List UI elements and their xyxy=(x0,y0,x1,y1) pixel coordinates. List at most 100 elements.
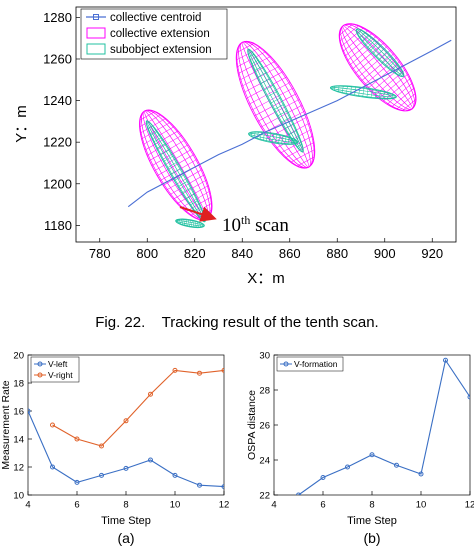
subobject-ellipse-latitude xyxy=(284,136,287,145)
y-tick-label: 16 xyxy=(13,406,24,417)
collective-ellipse-longitude xyxy=(236,41,315,169)
subobject-ellipse-latitude xyxy=(181,187,192,194)
tracking-plot-xlabel: X：m xyxy=(247,270,285,287)
collective-ellipse-latitude xyxy=(144,130,179,151)
x-tick-label: 8 xyxy=(369,500,374,511)
subobject-ellipse-latitude xyxy=(364,37,373,45)
legend-v-formation-label: V-formation xyxy=(294,359,338,369)
subobject-ellipse-latitude xyxy=(296,144,303,148)
subobject-ellipse-latitude xyxy=(280,117,291,123)
x-tick-label: 4 xyxy=(271,500,276,511)
subobject-ellipse-latitude xyxy=(387,92,389,99)
collective-ellipse-longitude xyxy=(339,23,416,111)
y-tick-label: 28 xyxy=(259,385,270,396)
measurement-rate-legend-box xyxy=(30,356,80,383)
subobject-ellipse-latitude xyxy=(370,88,373,99)
subobject-ellipse-latitude xyxy=(398,71,403,76)
subobject-ellipse-latitude xyxy=(159,149,170,156)
y-tick-label: 1220 xyxy=(43,135,72,150)
subobject-ellipse-latitude xyxy=(275,133,278,144)
measurement-rate-ticks: 4 6 8 10 12 10 12 14 16 18 20 xyxy=(13,350,229,510)
centroid-track xyxy=(127,39,452,208)
collective-ellipse-latitude xyxy=(154,149,192,172)
subobject-ellipse-latitude xyxy=(374,89,377,99)
collective-ellipse-latitude xyxy=(296,156,315,167)
ospa-legend: V-formation xyxy=(276,356,344,372)
series-line xyxy=(28,410,224,488)
legend-subobject-swatch xyxy=(86,43,106,55)
x-tick-label: 840 xyxy=(231,246,253,261)
legend-centroid-marker xyxy=(93,14,99,20)
collective-ellipse-latitude xyxy=(239,61,276,81)
ospa-frame xyxy=(273,354,471,496)
collective-ellipse-latitude xyxy=(339,25,359,42)
subobject-ellipse-latitude xyxy=(182,218,184,226)
series-point xyxy=(320,475,326,480)
subobject-ellipse-latitude xyxy=(268,132,272,143)
subobject-ellipse-latitude xyxy=(293,139,296,145)
series-point xyxy=(221,367,224,373)
subobject-ellipse-latitude xyxy=(198,222,200,228)
x-tick-label: 12 xyxy=(219,500,230,511)
subobject-ellipse-latitude xyxy=(170,168,182,175)
collective-ellipse-latitude xyxy=(339,23,354,36)
series-point xyxy=(148,391,153,397)
collective-ellipse-latitude xyxy=(160,159,198,181)
legend-v-formation-marker xyxy=(283,361,289,367)
collective-ellipse-latitude xyxy=(151,144,189,166)
subobject-ellipse-latitude xyxy=(357,29,362,35)
subobject-ellipse-latitude xyxy=(288,130,297,136)
subobject-ellipse-latitude xyxy=(166,161,178,169)
subobject-ellipse-longitude xyxy=(355,28,405,77)
series-point xyxy=(369,452,375,458)
subobject-ellipse-latitude xyxy=(394,67,401,74)
legend-collective-label: collective extension xyxy=(110,28,210,40)
centroid-track-line xyxy=(127,39,452,208)
series-point xyxy=(197,370,202,376)
subobject-ellipse-latitude xyxy=(196,221,198,228)
subobject-ellipse-latitude xyxy=(180,218,182,225)
subobject-ellipse-latitude xyxy=(270,97,281,104)
subobject-ellipse-latitude xyxy=(383,91,385,99)
subobject-ellipse-latitude xyxy=(391,94,393,99)
subobject-ellipse-latitude xyxy=(153,137,162,143)
collective-ellipse-latitude xyxy=(386,82,413,105)
subobject-ellipse-latitude xyxy=(372,45,382,55)
subobject-ellipse-latitude xyxy=(176,219,179,223)
subobject-ellipse-latitude xyxy=(156,143,166,149)
series-point xyxy=(172,367,178,373)
subobject-ellipse-latitude xyxy=(290,138,293,145)
subobject-ellipse-latitude xyxy=(387,60,396,69)
subobject-ellipse-latitude xyxy=(292,137,300,142)
subobject-ellipse-latitude xyxy=(177,180,189,187)
subobject-ellipse-latitude xyxy=(185,219,188,227)
subobject-ellipse-latitude xyxy=(163,155,174,162)
x-tick-label: 8 xyxy=(123,500,128,511)
legend-subobject-label: subobject extension xyxy=(110,44,212,56)
y-tick-label: 1240 xyxy=(43,93,72,108)
y-tick-label: 1260 xyxy=(43,52,72,67)
subobject-ellipse xyxy=(355,28,405,78)
subobject-ellipse-latitude xyxy=(187,219,190,227)
measurement-rate-xlabel: Time Step xyxy=(101,515,151,527)
series-point xyxy=(443,357,448,363)
subobject-ellipse xyxy=(329,85,397,100)
series-point xyxy=(123,418,129,424)
y-tick-label: 18 xyxy=(13,378,24,389)
collective-ellipse-latitude xyxy=(382,78,411,102)
series-point xyxy=(99,443,104,449)
subobject-ellipse-latitude xyxy=(263,84,274,91)
subobject-ellipse-latitude xyxy=(273,104,285,110)
y-tick-label: 22 xyxy=(259,490,270,501)
tracking-plot: 780 800 820 840 860 880 900 920 1180 1200 1220 1240… xyxy=(13,6,457,287)
collective-ellipse-latitude xyxy=(342,30,369,52)
subobject-ellipse-latitude xyxy=(178,219,180,224)
collective-ellipse-latitude xyxy=(157,154,195,176)
tenth-scan-annotation: 10th scan xyxy=(222,213,289,236)
measurement-rate-series xyxy=(28,367,224,490)
ospa-xlabel: Time Step xyxy=(347,515,397,527)
subobject-ellipse-latitude xyxy=(362,87,365,98)
ospa-ylabel: OSPA distance xyxy=(246,390,258,460)
series-point xyxy=(74,436,80,442)
